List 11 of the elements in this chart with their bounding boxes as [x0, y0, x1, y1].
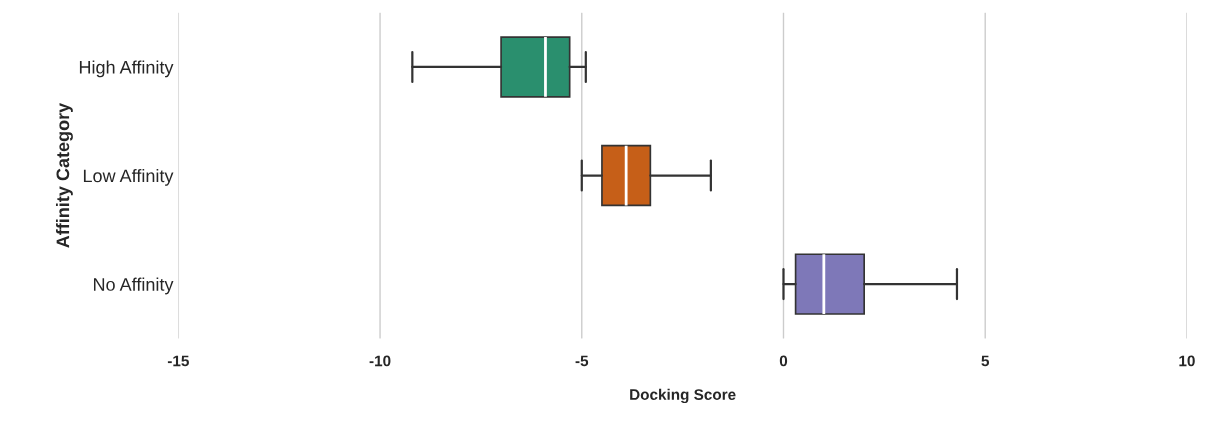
- y-tick-label: No Affinity: [93, 277, 174, 295]
- x-tick-label: 10: [1179, 355, 1195, 367]
- x-tick-label: -10: [369, 355, 391, 367]
- x-tick-label: -5: [575, 355, 589, 367]
- x-tick-label: 5: [981, 355, 990, 367]
- x-tick-label: -15: [167, 355, 189, 367]
- y-tick-label: Low Affinity: [83, 169, 174, 186]
- y-axis-title: Affinity Category: [55, 102, 73, 248]
- x-tick-label: 0: [779, 355, 788, 367]
- y-tick-label: High Affinity: [79, 60, 174, 78]
- x-axis-title: Docking Score: [630, 388, 736, 404]
